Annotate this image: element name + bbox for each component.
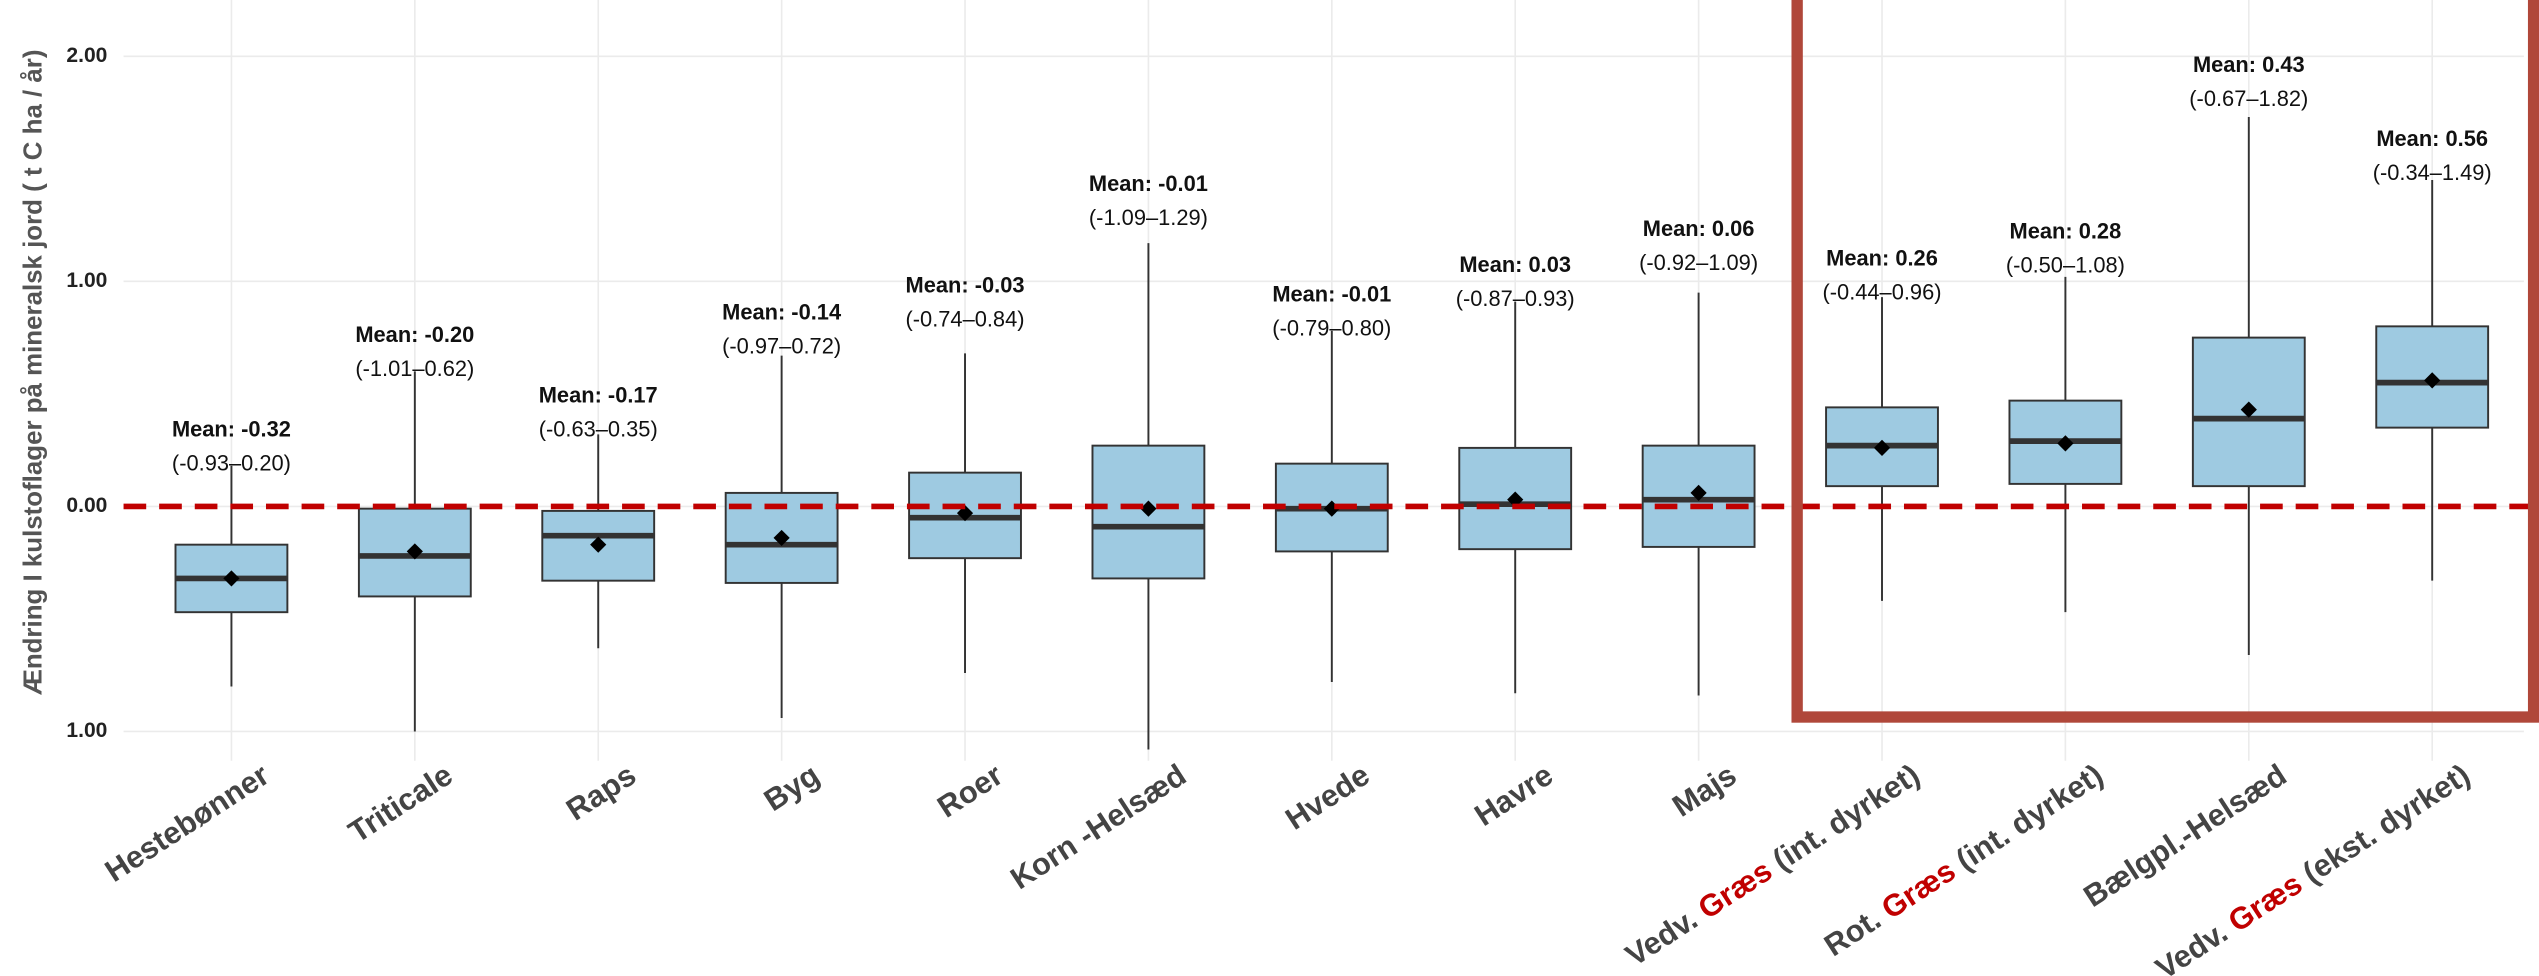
highlight-frame [1791, 0, 2539, 723]
mean-marker [2057, 435, 2074, 452]
mean-label: Mean: 0.28 [2010, 218, 2122, 243]
mean-marker [1140, 500, 1157, 517]
mean-label: Mean: -0.17 [539, 383, 658, 408]
x-tick-label: Hvede [1279, 757, 1375, 837]
x-tick-label: Roer [931, 757, 1009, 825]
x-tick-label: Majs [1666, 757, 1742, 824]
label-part: Vedv. [2149, 910, 2241, 976]
mean-label: Mean: 0.56 [2376, 126, 2488, 151]
x-tick-label: Raps [560, 757, 642, 827]
mean-label: Mean: 0.43 [2193, 52, 2305, 77]
label-part: Vedv. [1619, 897, 1711, 974]
y-tick-label: 1.00 [66, 269, 107, 292]
mean-marker [406, 543, 423, 560]
mean-marker [1690, 484, 1707, 501]
x-tick-label: Vedv. Græs (ekst. dyrket) [2149, 757, 2476, 976]
ci-label: (-0.92–1.09) [1639, 250, 1758, 275]
x-tick-label: Triticale [342, 757, 459, 850]
ci-label: (-1.01–0.62) [355, 356, 474, 381]
mean-label: Mean: -0.03 [906, 272, 1025, 297]
y-axis-title: Ændring I kulstoflager på mineralsk jord… [19, 49, 47, 695]
label-part: (int. dyrket) [1943, 757, 2110, 882]
x-tick-label: Byg [758, 757, 826, 818]
ci-label: (-0.50–1.08) [2006, 252, 2125, 277]
ci-label: (-0.74–0.84) [906, 306, 1025, 331]
label-part: (ekst. dyrket) [2289, 757, 2476, 895]
y-tick-label: 1.00 [66, 719, 107, 742]
x-tick-label: Korn -Helsæd [1004, 757, 1192, 896]
ci-label: (-0.63–0.35) [539, 417, 658, 442]
ci-label: (-0.67–1.82) [2189, 86, 2308, 111]
x-tick-label: Vedv. Græs (int. dyrket) [1619, 757, 1926, 973]
mean-label: Mean: -0.14 [722, 299, 842, 324]
mean-label: Mean: -0.01 [1272, 281, 1391, 306]
x-tick-label: Havre [1468, 757, 1559, 833]
mean-label: Mean: 0.06 [1643, 216, 1755, 241]
ci-label: (-0.93–0.20) [172, 450, 291, 475]
ci-label: (-0.79–0.80) [1272, 315, 1391, 340]
ci-label: (-1.09–1.29) [1089, 205, 1208, 230]
y-tick-label: 2.00 [66, 44, 107, 67]
mean-marker [590, 536, 607, 553]
mean-label: Mean: -0.01 [1089, 171, 1208, 196]
mean-marker [2424, 372, 2441, 389]
mean-label: Mean: 0.26 [1826, 245, 1938, 270]
ci-label: (-0.34–1.49) [2373, 160, 2492, 185]
ci-label: (-0.44–0.96) [1823, 279, 1942, 304]
ci-label: (-0.97–0.72) [722, 333, 841, 358]
mean-label: Mean: -0.20 [355, 322, 474, 347]
x-tick-label: Hestebønner [99, 757, 276, 889]
mean-marker [773, 529, 790, 547]
mean-label: Mean: -0.32 [172, 416, 291, 441]
y-tick-label: 0.00 [66, 494, 107, 517]
mean-label: Mean: 0.03 [1459, 252, 1571, 277]
mean-marker [223, 570, 240, 587]
ci-label: (-0.87–0.93) [1456, 286, 1575, 311]
label-part: (int. dyrket) [1759, 757, 1926, 882]
